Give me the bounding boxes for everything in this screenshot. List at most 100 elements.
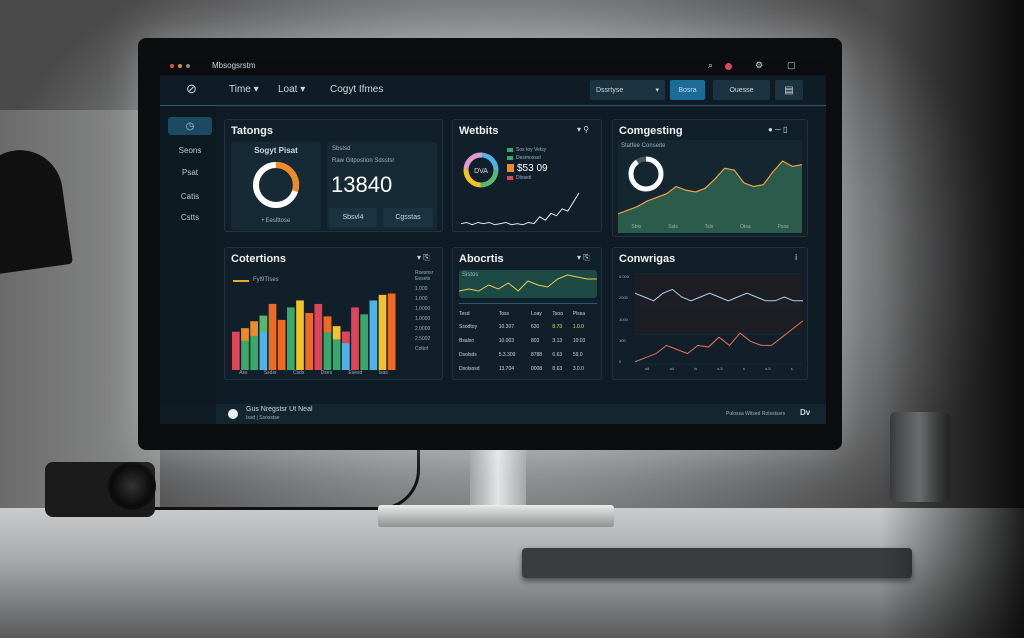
- logo-icon[interactable]: ⊘: [186, 81, 197, 96]
- donut-fill: [253, 162, 299, 208]
- minimize-dot[interactable]: [178, 64, 182, 68]
- x-tick-label: Esesd: [348, 370, 363, 376]
- sidebar-item-3[interactable]: Catis: [180, 191, 200, 201]
- primary-button[interactable]: Bosra: [670, 80, 705, 100]
- data-table: Tesd Toss Loay Tsoo Plssa Ssodtoy 10.307 630 8.7…: [459, 308, 597, 376]
- bar: [296, 300, 304, 370]
- y-tick-label: 2000: [619, 295, 628, 301]
- legend-label: Desmossel: [516, 155, 541, 161]
- maximize-dot[interactable]: [186, 64, 190, 68]
- legend-swatch: [507, 164, 514, 172]
- panel-title: Wetbits: [459, 125, 499, 137]
- donut-card: Sogyt Pisat • Eeslttose: [231, 142, 321, 230]
- bar: [250, 321, 258, 370]
- bar: [342, 331, 350, 370]
- area-card: Statfee Conseite Sbts Ssls Tsls Otsa Psas: [618, 140, 802, 233]
- legend-swatch: [507, 148, 513, 152]
- y-tick-label: 100: [619, 337, 626, 343]
- legend-label: Fyl9Tlses: [253, 277, 279, 283]
- bar: [259, 315, 268, 370]
- filter-dropdown[interactable]: Dssrtyse ▾: [590, 80, 665, 100]
- user-avatar[interactable]: [228, 409, 238, 419]
- table-cell: 59.0: [572, 352, 583, 358]
- settings-icon[interactable]: ⚙: [755, 60, 764, 70]
- window-icon[interactable]: ▢: [787, 60, 796, 70]
- divider: [459, 303, 597, 304]
- nav-load[interactable]: Loat ▾: [278, 84, 306, 95]
- bar: [232, 331, 240, 370]
- navbar: ⊘ Time ▾ Loat ▾ Cogyt Ifmes Dssrtyse ▾ Bo…: [160, 75, 826, 106]
- keyboard: [522, 548, 912, 578]
- stat-header: Sbstsd: [332, 146, 351, 152]
- close-dot[interactable]: [170, 64, 174, 68]
- x-axis: Ass Ssdsr Csds Dses Esesd Isas: [231, 370, 396, 376]
- table-cell: Bsalso: [459, 338, 475, 344]
- line-series: [461, 192, 580, 226]
- y-tick-label: 1000: [619, 316, 628, 322]
- sidebar-item-2[interactable]: Psat: [181, 167, 198, 177]
- nav-time[interactable]: Time ▾: [229, 84, 259, 95]
- stat-button-2[interactable]: Cgsstas: [383, 208, 433, 227]
- legend-swatch: [233, 280, 249, 282]
- stat-card: Sbstsd Raw Gitpostion Sdsstsr 13840 Sbsv…: [327, 142, 437, 230]
- x-tick-label: s.5: [717, 366, 723, 371]
- search-icon[interactable]: ⌕: [708, 60, 714, 70]
- table-cell: 6.63: [552, 352, 563, 358]
- chevron-down-icon: ▾: [655, 87, 659, 94]
- legend-label: $53 09: [517, 162, 548, 174]
- table-row[interactable]: Dsolsosd 13.704 0008 8.63 3.0.0: [459, 362, 597, 376]
- window-title: Mbsogsrstm: [212, 61, 256, 70]
- table-row[interactable]: Bsalso 10.003 803 3.13 10.03: [459, 334, 597, 348]
- help-icon[interactable]: Dv: [800, 408, 811, 417]
- x-tick-label: Ssls: [668, 224, 678, 230]
- nav-page[interactable]: Cogyt Ifmes: [330, 84, 384, 95]
- x-tick-label: Otsa: [740, 224, 751, 230]
- chevron-down-icon[interactable]: ▾ ⚲: [577, 125, 590, 134]
- bar: [360, 314, 368, 370]
- x-tick-label: Ssdsr: [263, 370, 277, 376]
- secondary-button[interactable]: Ouesse: [713, 80, 770, 100]
- sidebar-item-4[interactable]: Cstts: [180, 212, 200, 222]
- export-icon[interactable]: ▤: [775, 80, 803, 100]
- footer-subtitle: Issd | Ssosstse: [246, 415, 280, 421]
- chevron-down-icon[interactable]: ▾ ⎘: [577, 253, 590, 262]
- options-icon[interactable]: ● ─ ▯: [768, 125, 788, 134]
- y-axis: Rsesnsr Eesets 1.000 1.000 1.0000 1.0000 2.00…: [415, 270, 441, 352]
- sidebar: ◷ Seons Psat Catis Cstts: [160, 107, 216, 404]
- panel-conwrigas: Conwrigas ⅰ 5.000 2000 1000 100 0 s8 a4 ls s.5 s…: [612, 247, 808, 380]
- table-cell: 8.63: [552, 366, 563, 372]
- donut-center-label: DVA: [474, 168, 488, 175]
- panel-title: Abocrtis: [459, 253, 504, 265]
- x-tick-label: Tsls: [704, 224, 714, 230]
- table-row[interactable]: Dsolsds 5.3.309 8788 6.63 59.0: [459, 348, 597, 362]
- dashboard-screen: Mbsogsrstm ⌕ ⚙ ▢ ⊘ Time ▾ Loat ▾ Cogyt I…: [160, 58, 826, 424]
- table-cell: Dsolsosd: [459, 366, 480, 372]
- line-series-2: [635, 320, 803, 363]
- table-cell: 630: [530, 324, 540, 330]
- x-tick-label: Psas: [777, 224, 789, 230]
- table-cell: 8788: [530, 352, 543, 358]
- x-tick-label: Csds: [292, 370, 305, 376]
- area-outline: [618, 160, 802, 215]
- bar: [351, 307, 359, 370]
- stat-button-1[interactable]: Sbsvl4: [329, 208, 377, 227]
- table-row[interactable]: Ssodtoy 10.307 630 8.73 1.0.0: [459, 320, 597, 334]
- table-cell: 10.307: [498, 324, 515, 330]
- y-tick-label: 2.0000: [415, 326, 431, 332]
- chevron-down-icon[interactable]: ▾ ⎘: [417, 253, 430, 262]
- info-icon[interactable]: ⅰ: [795, 253, 798, 262]
- shadow: [880, 0, 1024, 638]
- bar: [314, 303, 323, 370]
- sidebar-item-dashboard[interactable]: ◷: [168, 117, 212, 135]
- area-subtitle: Statfee Conseite: [621, 143, 666, 149]
- panel-title: Tatongs: [231, 125, 273, 137]
- sidebar-item-1[interactable]: Seons: [178, 145, 202, 155]
- x-tick-label: s: [742, 366, 745, 371]
- bar: [277, 319, 286, 370]
- bar-segment: [250, 321, 258, 336]
- column-header: Plssa: [572, 311, 586, 317]
- footer-links[interactable]: Pulossa Witsed Rotsstssrs: [726, 411, 786, 417]
- notification-icon[interactable]: [725, 63, 732, 70]
- table-cell: Ssodtoy: [459, 324, 478, 330]
- panel-title: Conwrigas: [619, 253, 676, 265]
